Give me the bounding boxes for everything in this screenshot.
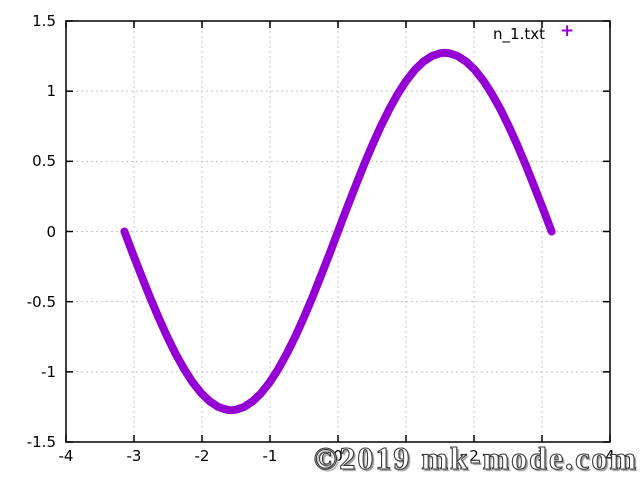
y-tick-label: 1 <box>46 82 56 101</box>
x-tick-label: 3 <box>537 447 547 465</box>
legend-label: n_1.txt <box>493 25 545 43</box>
y-tick-label: 0 <box>46 222 56 241</box>
x-tick-label: 1 <box>401 447 411 465</box>
x-tick-label: -2 <box>194 447 210 465</box>
y-tick-label: -1.5 <box>26 433 56 451</box>
x-tick-label: -4 <box>58 447 74 465</box>
y-tick-label: -0.5 <box>26 292 56 311</box>
x-tick-label: 2 <box>469 447 479 465</box>
legend-plus-marker: + <box>560 21 575 41</box>
watermark: ©2019 mk-mode.com <box>313 439 638 476</box>
x-tick-label: 0 <box>333 447 343 465</box>
y-tick-label: 1.5 <box>32 12 56 30</box>
x-tick-label: -1 <box>262 447 278 465</box>
y-tick-label: 0.5 <box>32 152 56 171</box>
y-tick-label: -1 <box>41 362 56 381</box>
x-tick-label: 4 <box>605 447 615 465</box>
x-tick-label: -3 <box>126 447 142 465</box>
data-curve <box>120 48 556 415</box>
